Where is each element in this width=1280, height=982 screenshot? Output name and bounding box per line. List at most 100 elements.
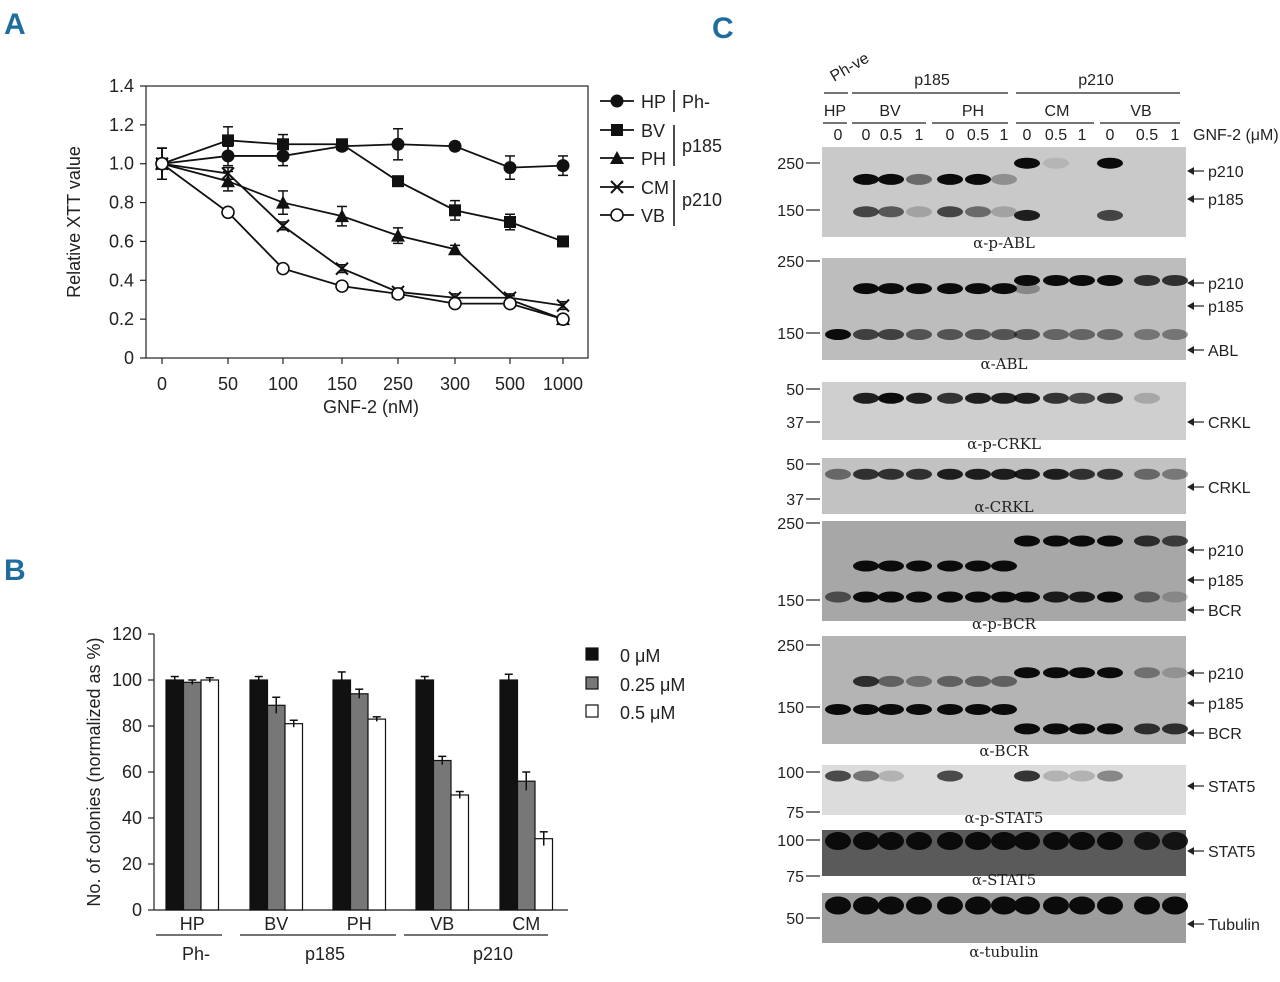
blot-band bbox=[1162, 667, 1188, 679]
blot-band bbox=[1097, 209, 1123, 221]
legend-label-vb: VB bbox=[641, 206, 665, 226]
band-label-crkl: CRKL bbox=[1208, 415, 1251, 432]
blot-band bbox=[965, 392, 991, 404]
panel-b-xtick-label: PH bbox=[347, 914, 372, 934]
blot-1: 250 150 p210 p185 ABL α-ABL bbox=[777, 254, 1243, 373]
lane-dose-label: 0 bbox=[946, 127, 955, 144]
blot-band bbox=[991, 560, 1017, 572]
blot-band bbox=[991, 392, 1017, 404]
panel-b-bar-vb bbox=[415, 679, 435, 911]
blot-band bbox=[1134, 832, 1160, 851]
header-p185: p185 bbox=[914, 72, 950, 89]
panel-b-ytick-label: 0 bbox=[132, 900, 142, 920]
blot-marker-label: 150 bbox=[777, 593, 804, 610]
blot-band bbox=[1014, 157, 1040, 169]
blot-4: 250 150 p210 p185 BCR α-p-BCR bbox=[777, 516, 1243, 633]
blot-band bbox=[1014, 723, 1040, 735]
panel-b-ytick-label: 100 bbox=[112, 670, 142, 690]
legend-group-label: Ph- bbox=[682, 92, 710, 112]
blot-band bbox=[1162, 274, 1188, 286]
panel-b-ytick-label: 40 bbox=[122, 808, 142, 828]
blot-marker-label: 37 bbox=[786, 492, 804, 509]
blot-band bbox=[1162, 832, 1188, 851]
legend-group-label: p210 bbox=[682, 190, 722, 210]
panel-b-ytick-label: 20 bbox=[122, 854, 142, 874]
x-stroke bbox=[610, 180, 624, 194]
blot-band bbox=[853, 560, 879, 572]
blot-band bbox=[937, 173, 963, 185]
band-arrow-head bbox=[1187, 483, 1194, 491]
blot-band bbox=[1014, 274, 1040, 286]
blot-band bbox=[825, 329, 851, 340]
lane-dose-label: 1 bbox=[1078, 127, 1087, 144]
blot-band bbox=[1014, 209, 1040, 221]
panel-a-ytick-label: 0.6 bbox=[109, 231, 134, 251]
blot-band bbox=[1069, 392, 1095, 404]
panel-c-lane-header: Ph-ve p185 p210 HP BV PH CM VB 0 0 0.5 1 0 0.5 1 0 0… bbox=[823, 50, 1279, 144]
band-label-p185: p185 bbox=[1208, 696, 1244, 713]
blot-band bbox=[1069, 468, 1095, 480]
blot-band bbox=[1162, 723, 1188, 735]
blot-band bbox=[1043, 667, 1069, 679]
blot-band bbox=[853, 468, 879, 480]
blot-band bbox=[937, 329, 963, 340]
panel-b-bar-vb bbox=[450, 794, 470, 911]
blot-band bbox=[991, 206, 1017, 218]
blot-band bbox=[1162, 591, 1188, 603]
blot-band bbox=[937, 675, 963, 687]
band-arrow-head bbox=[1187, 167, 1194, 175]
panel-a-ytick-label: 0.8 bbox=[109, 193, 134, 213]
lane-dose-label: 0.5 bbox=[1045, 127, 1067, 144]
panel-a-point-vb bbox=[503, 296, 517, 311]
panel-b-ytick-label: 60 bbox=[122, 762, 142, 782]
lane-group-ph: PH bbox=[962, 103, 984, 120]
panel-b-legend-label: 0.25 μM bbox=[620, 675, 685, 695]
blot-band bbox=[1134, 896, 1160, 915]
blot-band bbox=[878, 591, 904, 603]
blot-band bbox=[853, 591, 879, 603]
panel-a-line-ph bbox=[161, 162, 564, 320]
band-arrow-head bbox=[1187, 920, 1194, 928]
panel-b-xtick-label: BV bbox=[264, 914, 288, 934]
panel-a-point-cm bbox=[335, 261, 349, 276]
blot-band bbox=[825, 896, 851, 915]
blot-band bbox=[991, 832, 1017, 851]
blot-band bbox=[1043, 274, 1069, 286]
blot-band bbox=[1069, 832, 1095, 851]
lane-dose-label: 0.5 bbox=[880, 127, 902, 144]
blot-band bbox=[1134, 667, 1160, 679]
blot-band bbox=[937, 283, 963, 295]
band-arrow-head bbox=[1187, 729, 1194, 737]
panel-a-point-bv bbox=[449, 204, 461, 217]
blot-band bbox=[965, 206, 991, 218]
blot-band bbox=[991, 703, 1017, 715]
band-label-bcr: BCR bbox=[1208, 726, 1242, 743]
panel-b-legend-label: 0 μM bbox=[620, 646, 660, 666]
blot-band bbox=[965, 283, 991, 295]
lane-dose-label: 0.5 bbox=[1136, 127, 1158, 144]
blot-band bbox=[1097, 157, 1123, 169]
panel-a-point-hp bbox=[448, 139, 462, 153]
panel-a-xtick-label: 100 bbox=[268, 374, 298, 394]
blot-band bbox=[878, 468, 904, 480]
blot-band bbox=[991, 468, 1017, 480]
blot-membrane bbox=[822, 765, 1186, 815]
band-arrow-head bbox=[1187, 606, 1194, 614]
blot-marker-label: 150 bbox=[777, 326, 804, 343]
band-label-p185: p185 bbox=[1208, 299, 1244, 316]
blot-band bbox=[906, 329, 932, 340]
blot-band bbox=[1014, 329, 1040, 340]
blot-band bbox=[937, 560, 963, 572]
panel-a-xtick-label: 50 bbox=[218, 374, 238, 394]
band-label-stat5: STAT5 bbox=[1208, 779, 1256, 796]
blot-band bbox=[1134, 329, 1160, 340]
blot-band bbox=[853, 896, 879, 915]
panel-b-bar-bv bbox=[266, 704, 286, 911]
blot-band bbox=[1097, 274, 1123, 286]
blot-band bbox=[878, 392, 904, 404]
blot-band bbox=[1069, 723, 1095, 735]
blot-band bbox=[965, 560, 991, 572]
blot-band bbox=[1069, 535, 1095, 547]
panel-a-point-vb bbox=[556, 312, 570, 326]
blot-band bbox=[906, 392, 932, 404]
